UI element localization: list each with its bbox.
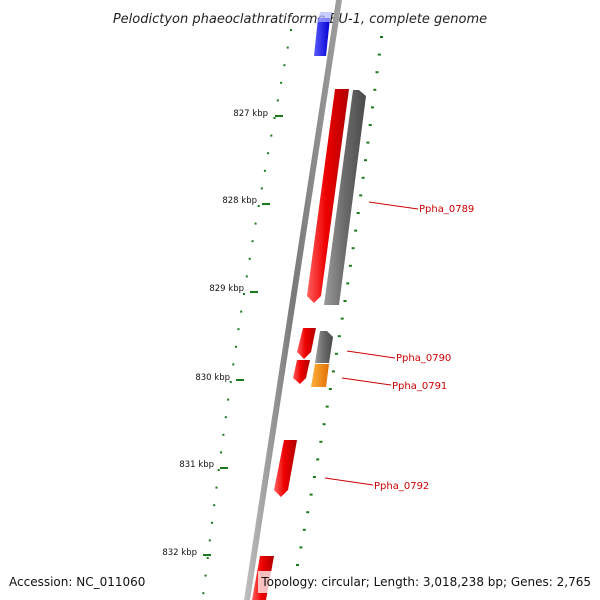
gene-ppha-0790[interactable] <box>315 331 333 363</box>
kbp-label-830: 830 kbp <box>195 373 230 383</box>
gene-ppha-0789[interactable] <box>324 90 366 305</box>
leader-ppha-0789 <box>368 201 419 210</box>
label-ppha-0790[interactable]: Ppha_0790 <box>396 353 451 364</box>
footer-topology: Topology: circular; Length: 3,018,238 bp… <box>260 575 591 589</box>
kbp-label-828: 828 kbp <box>222 196 257 206</box>
kbp-label-832: 832 kbp <box>162 548 197 558</box>
kbp-label-827: 827 kbp <box>233 109 268 119</box>
gene-red-small-2[interactable] <box>293 360 310 384</box>
gene-blue[interactable] <box>314 18 330 56</box>
gene-red-long[interactable] <box>307 89 349 303</box>
footer-topology-bg <box>258 571 596 593</box>
map-title: Pelodictyon phaeoclathratiforme BU-1, co… <box>113 12 487 27</box>
leader-ppha-0790 <box>346 350 396 359</box>
gene-red-0792[interactable] <box>274 440 297 497</box>
label-ppha-0791[interactable]: Ppha_0791 <box>392 381 447 392</box>
kbp-axis: 827 kbp 828 kbp 829 kbp 830 kbp 831 kbp … <box>162 109 283 558</box>
gene-labels: Ppha_0789 Ppha_0790 Ppha_0791 Ppha_0792 <box>324 201 474 492</box>
inner-tick-track <box>202 29 292 595</box>
kbp-label-829: 829 kbp <box>209 284 244 294</box>
leader-ppha-0792 <box>324 477 374 486</box>
kbp-label-831: 831 kbp <box>179 460 214 470</box>
gene-red-small-1[interactable] <box>297 328 316 359</box>
outer-tick-track <box>292 36 383 584</box>
label-ppha-0792[interactable]: Ppha_0792 <box>374 481 429 492</box>
genome-backbone <box>244 0 342 600</box>
footer-accession: Accession: NC_011060 <box>9 575 145 589</box>
label-ppha-0789[interactable]: Ppha_0789 <box>419 204 474 215</box>
gene-features <box>252 12 366 600</box>
leader-ppha-0791 <box>341 377 392 386</box>
gene-ppha-0791[interactable] <box>311 364 329 387</box>
gene-blue-top <box>318 12 332 22</box>
